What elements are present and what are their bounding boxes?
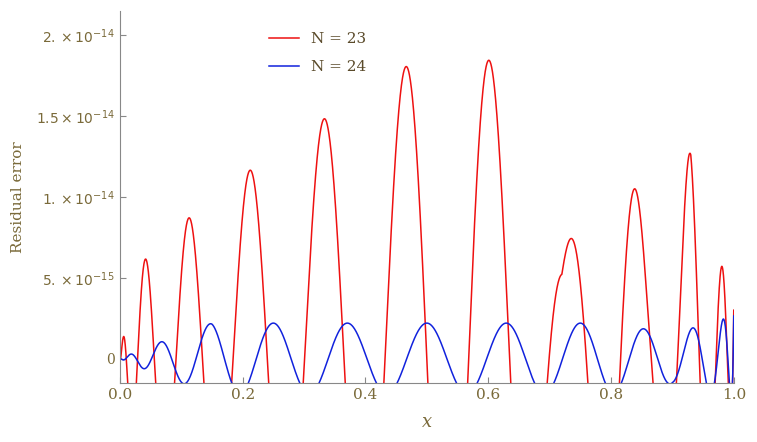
N = 24 (146, 358, 155, 363)
N = 23 (338, 320, 347, 325)
Legend: N = 23, N = 24: N = 23, N = 24 (263, 26, 372, 80)
X-axis label: x: x (422, 413, 432, 431)
N = 23 (484, 57, 494, 63)
N = 24 (727, 398, 736, 403)
N = 23 (478, 85, 488, 90)
N = 23 (146, 297, 155, 302)
N = 24 (603, 386, 612, 391)
N = 23 (506, 365, 515, 370)
N = 24 (506, 322, 515, 327)
N = 23 (571, 244, 580, 249)
N = 24 (478, 366, 488, 371)
N = 24 (338, 324, 347, 329)
N = 23 (729, 308, 738, 313)
Line: N = 23: N = 23 (120, 60, 734, 442)
N = 24 (571, 324, 580, 330)
Y-axis label: Residual error: Residual error (11, 141, 25, 253)
N = 24 (115, 356, 124, 361)
N = 24 (729, 313, 738, 319)
N = 23 (115, 356, 124, 361)
Line: N = 24: N = 24 (120, 316, 734, 400)
